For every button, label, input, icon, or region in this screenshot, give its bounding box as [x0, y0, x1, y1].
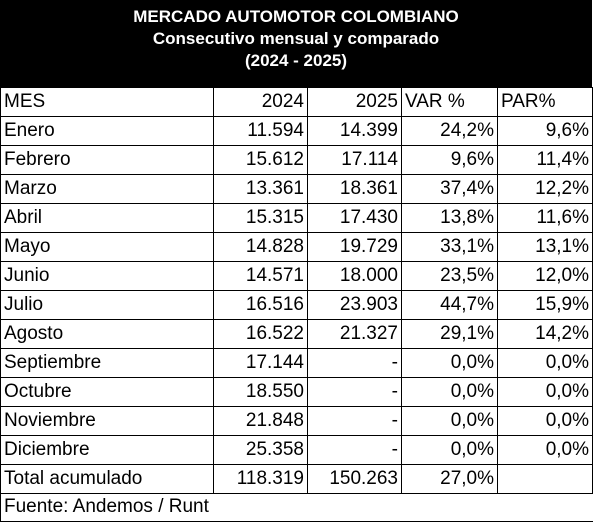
table-row: Febrero 15.612 17.114 9,6% 11,4%: [0, 145, 593, 175]
par-pct-cell: 0,0%: [497, 377, 593, 407]
sales-table: MES 2024 2025 VAR % PAR% Enero 11.594 14.3…: [0, 87, 593, 494]
month-cell: Noviembre: [0, 406, 214, 436]
par-pct-cell: 0,0%: [497, 435, 593, 465]
table-header-banner: MERCADO AUTOMOTOR COLOMBIANO Consecutivo…: [0, 0, 592, 87]
var-pct-cell: 13,8%: [401, 203, 498, 233]
var-pct-cell: 0,0%: [401, 406, 498, 436]
month-cell: Mayo: [0, 232, 214, 262]
month-cell: Diciembre: [0, 435, 214, 465]
table-row: Noviembre 21.848-0,0% 0,0%: [0, 406, 593, 436]
par-pct-cell: 15,9%: [497, 290, 593, 320]
var-pct-cell: 37,4%: [401, 174, 498, 204]
month-cell: Enero: [0, 116, 214, 146]
value-2025-cell: -: [307, 377, 402, 407]
var-pct-cell: 23,5%: [401, 261, 498, 291]
par-pct-cell: 11,4%: [497, 145, 593, 175]
month-cell: Febrero: [0, 145, 214, 175]
value-2024-cell: 21.848: [213, 406, 308, 436]
total-row: Total acumulado 118.319 150.263 27,0%: [0, 464, 593, 494]
table-row: Diciembre 25.358-0,0% 0,0%: [0, 435, 593, 465]
par-pct-cell: 0,0%: [497, 406, 593, 436]
var-pct-cell: 9,6%: [401, 145, 498, 175]
par-pct-cell: [497, 464, 593, 494]
table-period: (2024 - 2025): [244, 51, 348, 70]
table-subtitle: Consecutivo mensual y comparado: [152, 29, 440, 48]
var-pct-cell: 24,2%: [401, 116, 498, 146]
month-cell: Marzo: [0, 174, 214, 204]
table-row: Septiembre 17.144-0,0% 0,0%: [0, 348, 593, 378]
column-header-row: MES 2024 2025 VAR % PAR%: [0, 87, 593, 117]
value-2024-cell: 18.550: [213, 377, 308, 407]
value-2025-cell: 150.263: [307, 464, 402, 494]
par-pct-cell: 12,0%: [497, 261, 593, 291]
value-2025-cell: 18.000: [307, 261, 402, 291]
table-row: Mayo 14.828 19.729 33,1% 13,1%: [0, 232, 593, 262]
value-2024-cell: 15.315: [213, 203, 308, 233]
value-2024-cell: 14.828: [213, 232, 308, 262]
var-pct-cell: 0,0%: [401, 435, 498, 465]
value-2024-cell: 11.594: [213, 116, 308, 146]
var-pct-cell: 0,0%: [401, 377, 498, 407]
par-pct-cell: 13,1%: [497, 232, 593, 262]
value-2025-cell: -: [307, 406, 402, 436]
column-header-par: PAR%: [497, 87, 593, 117]
value-2024-cell: 17.144: [213, 348, 308, 378]
month-cell: Octubre: [0, 377, 214, 407]
var-pct-cell: 0,0%: [401, 348, 498, 378]
value-2024-cell: 118.319: [213, 464, 308, 494]
value-2024-cell: 15.612: [213, 145, 308, 175]
value-2025-cell: 21.327: [307, 319, 402, 349]
month-cell: Septiembre: [0, 348, 214, 378]
value-2024-cell: 16.522: [213, 319, 308, 349]
month-cell: Agosto: [0, 319, 214, 349]
var-pct-cell: 33,1%: [401, 232, 498, 262]
par-pct-cell: 9,6%: [497, 116, 593, 146]
table-title: MERCADO AUTOMOTOR COLOMBIANO: [133, 7, 459, 26]
month-cell: Julio: [0, 290, 214, 320]
column-header-2024: 2024: [213, 87, 308, 117]
value-2024-cell: 25.358: [213, 435, 308, 465]
value-2025-cell: 17.114: [307, 145, 402, 175]
var-pct-cell: 29,1%: [401, 319, 498, 349]
var-pct-cell: 27,0%: [401, 464, 498, 494]
par-pct-cell: 12,2%: [497, 174, 593, 204]
par-pct-cell: 0,0%: [497, 348, 593, 378]
source-footer: Fuente: Andemos / Runt: [0, 492, 593, 522]
column-header-2025: 2025: [307, 87, 402, 117]
value-2024-cell: 14.571: [213, 261, 308, 291]
column-header-mes: MES: [0, 87, 214, 117]
value-2025-cell: -: [307, 348, 402, 378]
value-2025-cell: 23.903: [307, 290, 402, 320]
value-2025-cell: 14.399: [307, 116, 402, 146]
par-pct-cell: 14,2%: [497, 319, 593, 349]
table-row: Julio 16.516 23.903 44,7% 15,9%: [0, 290, 593, 320]
var-pct-cell: 44,7%: [401, 290, 498, 320]
column-header-var: VAR %: [401, 87, 498, 117]
table-row: Octubre 18.550-0,0% 0,0%: [0, 377, 593, 407]
value-2024-cell: 16.516: [213, 290, 308, 320]
table-row: Enero 11.594 14.399 24,2% 9,6%: [0, 116, 593, 146]
par-pct-cell: 11,6%: [497, 203, 593, 233]
value-2025-cell: -: [307, 435, 402, 465]
value-2025-cell: 19.729: [307, 232, 402, 262]
table-row: Marzo 13.361 18.361 37,4% 12,2%: [0, 174, 593, 204]
table-row: Junio 14.571 18.000 23,5% 12,0%: [0, 261, 593, 291]
value-2025-cell: 17.430: [307, 203, 402, 233]
month-cell: Total acumulado: [0, 464, 214, 494]
month-cell: Junio: [0, 261, 214, 291]
value-2025-cell: 18.361: [307, 174, 402, 204]
table-row: Abril 15.315 17.430 13,8% 11,6%: [0, 203, 593, 233]
month-cell: Abril: [0, 203, 214, 233]
table-row: Agosto 16.522 21.327 29,1% 14,2%: [0, 319, 593, 349]
value-2024-cell: 13.361: [213, 174, 308, 204]
